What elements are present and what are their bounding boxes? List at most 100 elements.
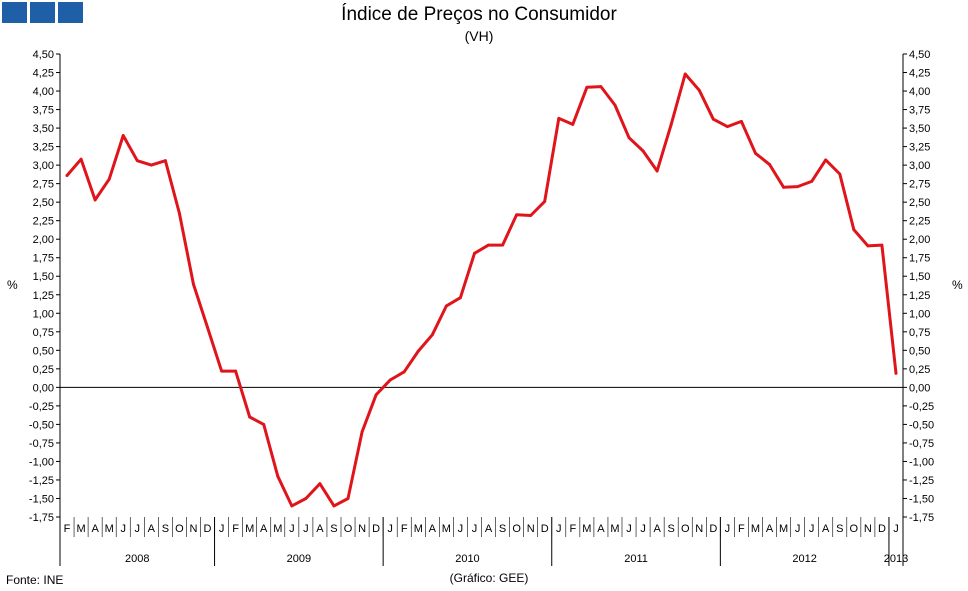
y-tick-label-left: 3,50 [33,123,54,135]
y-tick-label-right: 0,25 [909,364,930,376]
logo [2,2,83,23]
month-label: M [442,523,451,535]
chart-title: Índice de Preços no Consumidor [341,4,617,25]
y-tick-label-left: 1,50 [33,271,54,283]
y-tick-label-right: -0,50 [909,419,934,431]
y-tick-label-left: 4,50 [33,49,54,61]
month-label: A [260,523,268,535]
data-point [178,211,181,215]
y-tick-label-right: 3,00 [909,160,930,172]
month-label: A [91,523,99,535]
data-point [135,159,139,163]
data-point [93,198,97,202]
y-tick-label-right: 1,50 [909,271,930,283]
month-label: M [779,523,788,535]
y-tick-label-right: 4,25 [909,68,930,80]
month-label: O [681,523,690,535]
data-point [880,243,884,247]
y-axis-unit-right: % [952,278,963,292]
data-point [234,369,238,373]
data-point [487,243,490,247]
y-tick-label-left: 0,00 [33,382,54,394]
data-point [782,185,785,189]
y-tick-label-left: 2,75 [33,179,54,191]
data-point [838,172,842,176]
month-label: N [189,523,197,535]
y-tick-label-right: 0,75 [909,327,930,339]
y-tick-label-right: -1,50 [909,493,934,505]
y-tick-label-right: -1,25 [909,475,934,487]
chart-credit: (Gráfico: GEE) [449,571,529,585]
y-tick-label-left: 2,50 [33,197,54,209]
data-point [346,497,350,500]
y-tick-label-left: -1,50 [29,493,54,505]
month-label: M [582,523,591,535]
data-point [697,88,701,92]
data-point [725,125,729,128]
month-label: J [556,523,562,535]
data-point [571,122,575,126]
data-point [852,228,856,231]
data-point [459,296,462,300]
month-label: J [626,523,632,535]
y-tick-label-right: 1,75 [909,253,930,265]
month-label: F [64,523,71,535]
y-tick-label-right: -0,75 [909,438,934,450]
month-label: S [330,523,337,535]
y-tick-label-left: 0,25 [33,364,54,376]
month-label: F [232,523,239,535]
y-tick-label-right: 1,00 [909,308,930,320]
logo-block [2,2,27,23]
month-label: A [822,523,830,535]
data-point [501,243,504,247]
month-label: D [709,523,717,535]
y-tick-label-left: -0,50 [29,419,54,431]
data-point [754,151,757,155]
y-tick-label-right: 4,50 [909,49,930,61]
y-tick-label-right: 2,25 [909,216,930,228]
month-label: A [766,523,774,535]
y-tick-label-right: 0,00 [909,382,930,394]
y-tick-label-left: 4,00 [33,86,54,98]
y-tick-label-left: 2,00 [33,234,54,246]
month-label: O [175,523,184,535]
month-label: J [135,523,141,535]
month-label: A [316,523,324,535]
data-point [220,369,223,373]
month-label: J [219,523,225,535]
month-label: J [289,523,295,535]
year-label: 2009 [287,553,311,565]
month-label: O [344,523,353,535]
y-tick-label-left: 3,00 [33,160,54,172]
data-point [79,157,83,161]
y-tick-label-left: 1,75 [33,253,54,265]
y-tick-label-left: 1,00 [33,308,54,320]
y-tick-label-right: -1,00 [909,456,934,468]
month-label: N [527,523,535,535]
month-label: S [162,523,169,535]
y-tick-label-right: 3,75 [909,105,930,117]
month-label: D [541,523,549,535]
data-point [149,163,153,167]
month-label: A [597,523,605,535]
month-label: D [204,523,212,535]
month-label: J [458,523,464,535]
month-label: S [836,523,843,535]
month-label: J [809,523,815,535]
data-point [430,333,434,337]
data-point [599,85,603,88]
month-label: M [751,523,760,535]
data-point [290,504,294,508]
data-point [444,304,448,308]
month-label: J [120,523,126,535]
y-tick-label-left: 1,25 [33,290,54,302]
month-label: J [640,523,646,535]
data-point [641,149,645,153]
year-label: 2010 [455,553,479,565]
data-point [121,134,125,137]
data-point [304,497,308,500]
y-tick-label-right: 2,00 [909,234,930,246]
data-point [669,122,673,126]
data-point [585,85,589,89]
month-label: J [725,523,731,535]
